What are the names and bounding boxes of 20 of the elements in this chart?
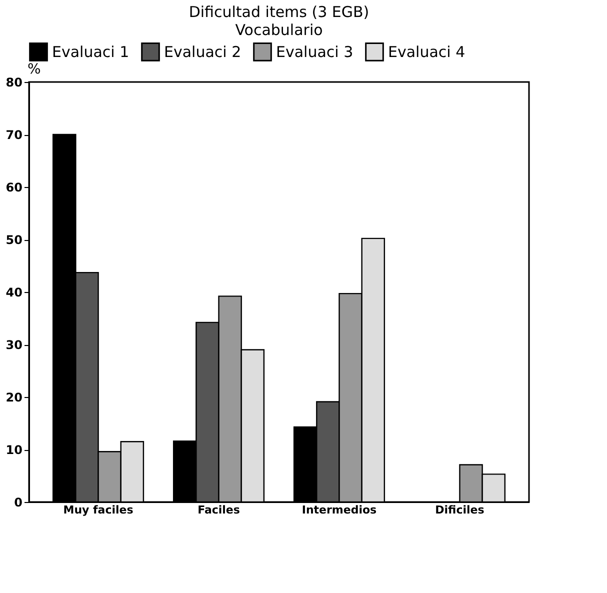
- y-tick-label: 20: [6, 390, 22, 404]
- x-tick-label: Muy faciles: [63, 504, 134, 516]
- y-tick-label: 60: [6, 180, 22, 194]
- y-axis-title: %: [28, 62, 41, 78]
- y-tick-label: 40: [6, 286, 22, 300]
- legend-label: Evaluaci 3: [276, 42, 354, 61]
- y-tick-label: 10: [6, 443, 22, 457]
- y-tick-label: 0: [14, 496, 22, 510]
- chart-subtitle: Vocabulario: [235, 21, 323, 39]
- y-tick-label: 80: [6, 76, 22, 90]
- x-tick-label: Intermedios: [302, 504, 378, 516]
- chart-title: Dificultad items (3 EGB): [188, 3, 370, 21]
- legend-label: Evaluaci 1: [52, 42, 130, 61]
- y-tick-label: 30: [6, 338, 22, 352]
- x-tick-label: Dificiles: [435, 504, 485, 516]
- x-tick-label: Faciles: [198, 504, 240, 516]
- legend-label: Evaluaci 2: [164, 42, 242, 61]
- y-tick-label: 50: [6, 233, 22, 247]
- legend-label: Evaluaci 4: [388, 42, 466, 61]
- y-tick-label: 70: [6, 128, 22, 142]
